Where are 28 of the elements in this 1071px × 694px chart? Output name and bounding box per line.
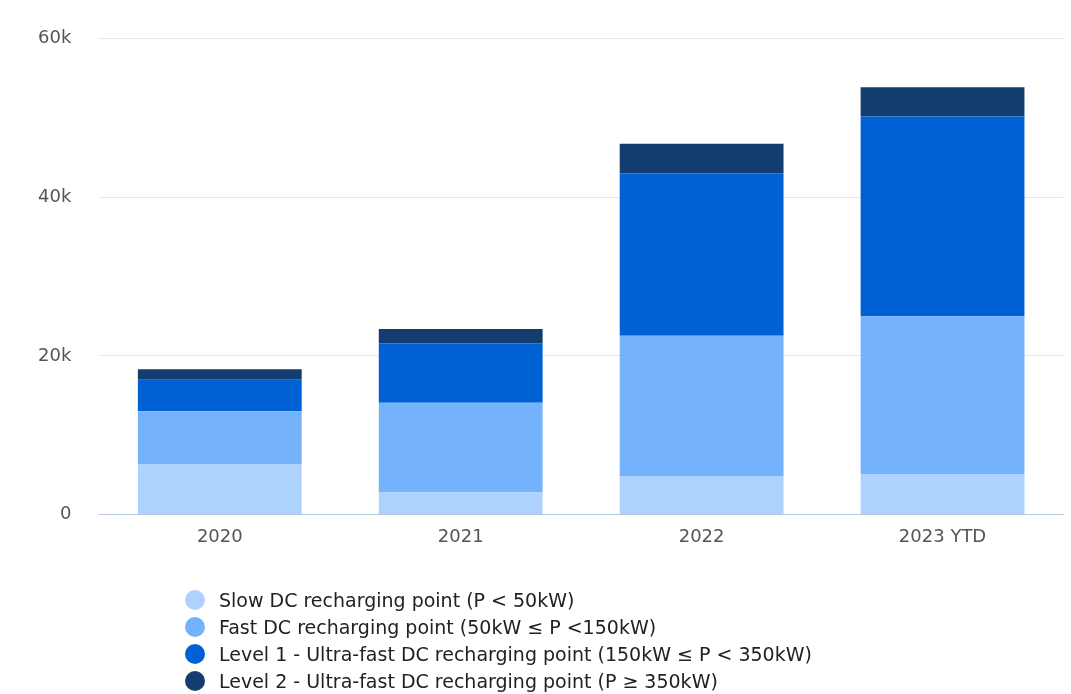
bar [137, 464, 302, 514]
legend-label: Level 1 - Ultra-fast DC recharging point (150kW ≤ P < 350kW) [219, 642, 812, 665]
bar [860, 473, 1025, 514]
bar [137, 411, 302, 465]
legend-label: Slow DC recharging point (P < 50kW) [219, 588, 575, 611]
bar [860, 316, 1025, 474]
bar [137, 369, 302, 380]
x-tick-label: 2023 YTD [898, 524, 987, 546]
bar [137, 379, 302, 412]
bar [619, 173, 784, 336]
y-tick-label: 40k [38, 185, 72, 207]
y-tick-label: 20k [38, 343, 72, 365]
legend-label: Fast DC recharging point (50kW ≤ P <150kW) [219, 615, 657, 638]
bar [378, 328, 543, 344]
bar [619, 475, 784, 514]
x-tick-label: 2021 [437, 524, 484, 546]
bar [378, 402, 543, 493]
y-tick-label: 0 [59, 502, 72, 524]
bar [619, 335, 784, 476]
bar [860, 116, 1025, 317]
x-tick-label: 2022 [678, 524, 725, 546]
bar [619, 143, 784, 174]
x-tick-label: 2020 [196, 524, 243, 546]
bar [860, 87, 1025, 117]
bar [378, 492, 543, 514]
legend-label: Level 2 - Ultra-fast DC recharging point (P ≥ 350kW) [219, 669, 718, 692]
bar [378, 343, 543, 403]
y-tick-label: 60k [38, 26, 72, 48]
